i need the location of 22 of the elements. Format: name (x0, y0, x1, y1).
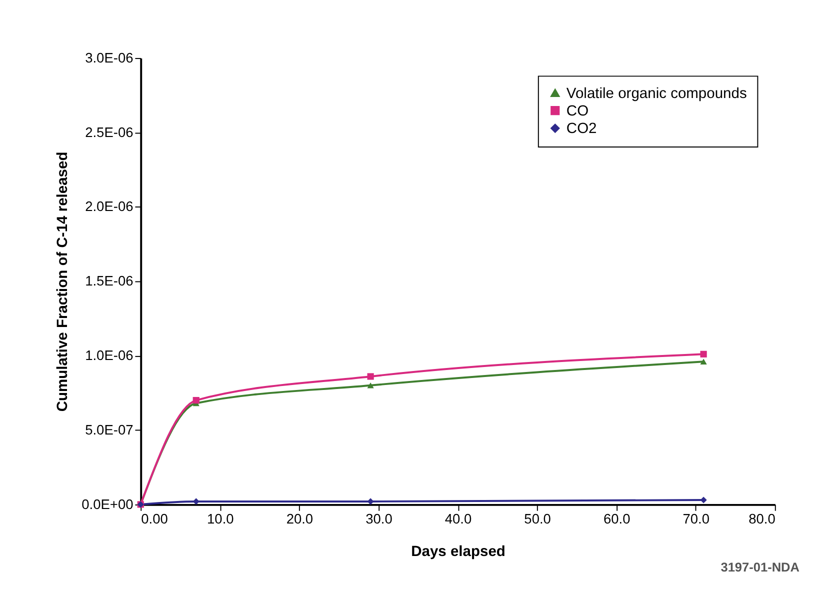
legend-label: CO (566, 104, 589, 120)
y-tick-label: 5.0E-07 (85, 422, 134, 438)
x-tick-label: 30.0 (366, 512, 393, 527)
x-tick-label: 70.0 (682, 512, 710, 527)
x-tick-label: 40.0 (444, 512, 472, 527)
x-tick-label: 10.0 (207, 512, 234, 527)
y-tick-label: 3.0E-06 (85, 50, 134, 66)
x-axis-title: Days elapsed (411, 544, 506, 560)
y-tick-label: 2.0E-06 (85, 199, 134, 214)
legend-label: CO2 (566, 121, 597, 138)
y-tick-label: 0.0E+00 (82, 496, 134, 512)
text: 3197-01-NDA (720, 559, 800, 574)
x-tick-label: 50.0 (524, 512, 552, 527)
y-tick-label: 1.0E-06 (85, 348, 134, 364)
legend-label: Volatile organic compounds (566, 86, 747, 102)
x-tick-label: 60.0 (603, 512, 631, 527)
y-tick-label: 1.5E-06 (85, 274, 134, 289)
y-tick-label: 2.5E-06 (85, 124, 134, 140)
y-axis-title: Cumulative Fraction of C-14 released (54, 152, 71, 412)
x-tick-label: 80.0 (748, 512, 776, 527)
x-tick-label: 0.00 (141, 512, 168, 527)
x-tick-label: 20.0 (286, 512, 314, 527)
